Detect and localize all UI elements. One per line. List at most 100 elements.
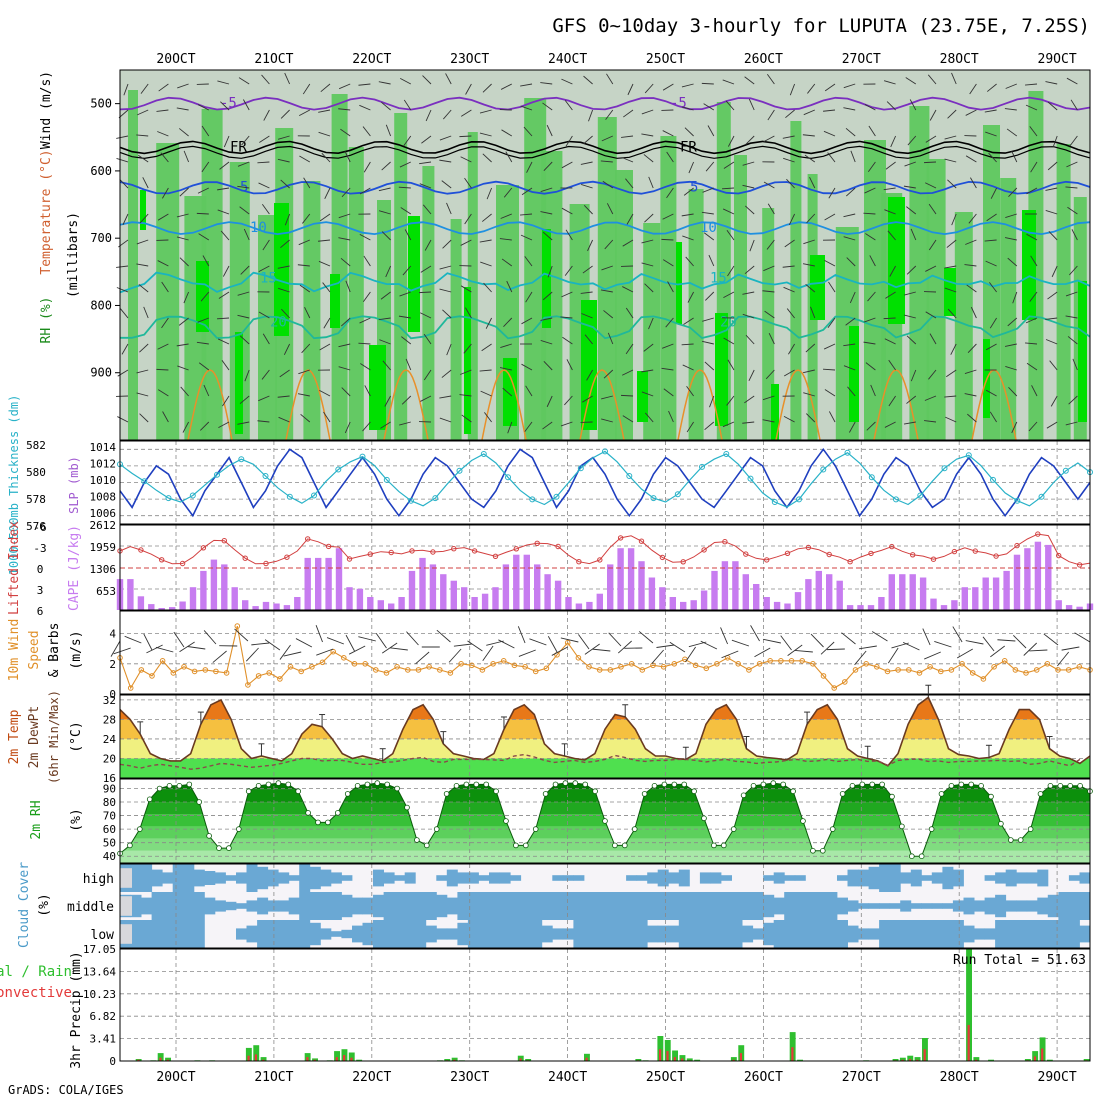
- thickness-point: [990, 476, 996, 483]
- cloud-cell: [1058, 920, 1070, 948]
- cloud-cell: [752, 928, 764, 940]
- wind-barb: [561, 161, 573, 169]
- wind-barb: [341, 387, 351, 397]
- rh-band-high: [408, 216, 420, 332]
- wind-speed-point: [181, 664, 187, 670]
- rh-point: [453, 782, 460, 789]
- surface-wind-barb: [841, 632, 856, 645]
- wind-barb: [503, 187, 513, 198]
- instability-contour: [187, 369, 233, 441]
- rh-point: [384, 781, 391, 788]
- precip-total-bar: [686, 1058, 693, 1061]
- wind-barb: [482, 153, 492, 163]
- rh-point: [1067, 782, 1073, 789]
- wind-barb: [217, 209, 230, 215]
- wind-barb: [465, 307, 472, 319]
- cloud-cell: [520, 892, 532, 920]
- surface-wind-barb: [245, 647, 259, 662]
- rh-point: [770, 780, 777, 786]
- rh-band-mid: [790, 121, 802, 440]
- cloud-cell: [341, 875, 353, 881]
- wind-barb: [479, 109, 492, 114]
- wind-barb: [122, 213, 129, 226]
- wind-barb: [701, 211, 714, 215]
- wind-barb: [439, 288, 452, 293]
- lifted-tick-label: 0: [37, 563, 44, 576]
- cloud-cell: [257, 866, 269, 890]
- wind-speed-point: [991, 664, 997, 670]
- rh-point: [493, 788, 499, 794]
- wind-barb: [708, 254, 715, 267]
- cloud-cell: [130, 920, 142, 948]
- cloud-cell: [889, 903, 901, 909]
- surface-wind-barb: [700, 640, 718, 650]
- wind-barb: [419, 183, 432, 189]
- wind-barb: [866, 421, 876, 431]
- wind-barb: [702, 187, 714, 193]
- wind-barb: [481, 213, 492, 222]
- cloud-cell: [931, 920, 943, 948]
- wind-barb: [944, 395, 957, 398]
- cape-bar: [638, 561, 645, 610]
- cloud-cell: [151, 892, 163, 920]
- wind-barb: [565, 229, 573, 241]
- cape-bar: [179, 601, 186, 610]
- wind-barb: [681, 83, 694, 88]
- precip-total-bar: [635, 1059, 642, 1061]
- wind-barb: [157, 131, 169, 137]
- cloud-cell: [879, 903, 891, 909]
- wind-barb: [848, 421, 856, 433]
- cloud-cell: [193, 892, 205, 920]
- cloud-cell: [699, 920, 711, 948]
- rh-band-mid: [184, 196, 207, 440]
- cloud-cell: [773, 920, 785, 948]
- cloud-cell: [436, 894, 448, 918]
- rh-band-mid: [909, 106, 930, 440]
- wind-speed-point: [788, 658, 795, 664]
- cape-bar: [158, 608, 165, 610]
- cloud-cell: [731, 892, 743, 920]
- wind-barb: [459, 135, 472, 138]
- wind-barb: [929, 333, 937, 345]
- cloud-cell: [1037, 897, 1049, 915]
- cloud-cell: [995, 872, 1007, 884]
- wind-barb: [681, 213, 694, 217]
- cape-bar: [617, 548, 624, 610]
- wind-barb: [298, 239, 310, 246]
- wind-barb: [967, 413, 977, 423]
- bottom-date-label: 23OCT: [450, 1070, 489, 1085]
- rh-point: [423, 842, 430, 849]
- wind-barb: [767, 109, 775, 121]
- cloud-cell: [330, 931, 342, 937]
- surface-wind-barb: [110, 640, 121, 657]
- wind-barb: [420, 265, 432, 273]
- cloud-cell: [225, 901, 237, 911]
- wind-barb: [117, 416, 129, 423]
- wind-barb: [540, 211, 553, 215]
- cloud-cell: [1079, 925, 1091, 943]
- wind-barb: [884, 338, 896, 345]
- wind-barb: [1051, 265, 1058, 278]
- cape-bar: [137, 596, 145, 610]
- cloud-cell: [341, 894, 353, 918]
- rh-point: [146, 796, 153, 803]
- rh-point: [542, 791, 549, 797]
- rh-point: [938, 791, 945, 797]
- bottom-date-label: 20OCT: [156, 1070, 195, 1085]
- cape-bar: [388, 603, 395, 610]
- thickness-point: [553, 493, 560, 500]
- wind-barb: [297, 393, 310, 397]
- precip-convective-bar: [585, 1057, 588, 1061]
- precip-total-bar: [1046, 1059, 1053, 1061]
- wind-barb: [763, 181, 775, 189]
- cloud-cell: [352, 925, 363, 943]
- cloud-cell: [742, 925, 754, 943]
- wind-barb: [259, 135, 270, 143]
- wind-barb: [521, 317, 533, 325]
- cloud-cell: [193, 920, 205, 948]
- wind-barb: [1007, 317, 1018, 327]
- wind-barb: [547, 265, 553, 278]
- wind-speed-point: [607, 667, 614, 673]
- rh-point: [344, 791, 351, 797]
